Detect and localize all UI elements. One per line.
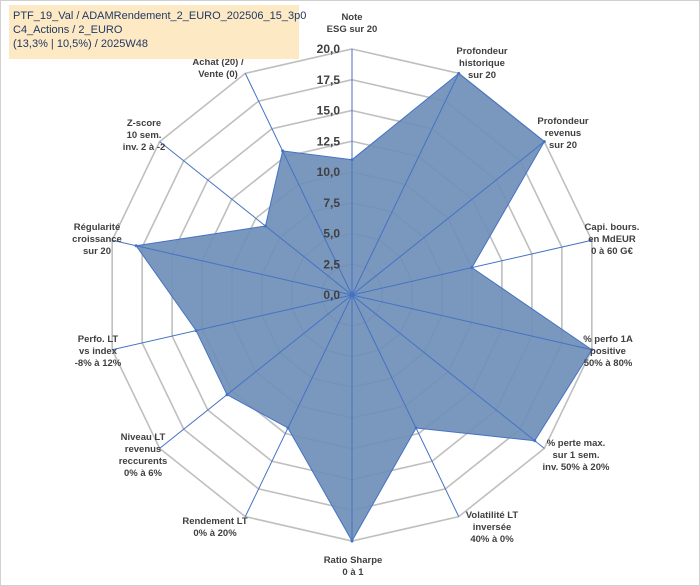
spoke-11 xyxy=(112,239,353,296)
spoke-5 xyxy=(351,294,545,449)
tick-label-2: 5,0 xyxy=(323,227,340,241)
chart-title-line-3: (13,3% | 10,5%) / 2025W48 xyxy=(13,38,148,50)
axis-label-5: % perte max. sur 1 sem. inv. 50% à 20% xyxy=(543,438,610,473)
axis-label-0: Note ESG sur 20 xyxy=(327,12,378,35)
axis-label-1: Profondeur historique sur 20 xyxy=(456,46,507,81)
axis-label-9: Niveau LT revenus reccurents 0% à 6% xyxy=(119,432,168,479)
tick-label-3: 7,5 xyxy=(323,196,340,210)
chart-title-line-1: PTF_19_Val / ADAMRendement_2_EURO_202506… xyxy=(13,10,307,22)
axis-label-11: Régularité croissance sur 20 xyxy=(72,222,122,257)
axis-label-6: Volatilité LT inversée 40% à 0% xyxy=(466,510,519,545)
axis-label-2: Profondeur revenus sur 20 xyxy=(537,116,588,151)
chart-title-line-2: C4_Actions / 2_EURO xyxy=(13,24,123,36)
spoke-13 xyxy=(244,73,353,296)
tick-label-0: 0,0 xyxy=(323,288,340,302)
spoke-4 xyxy=(351,294,592,351)
tick-label-7: 17,5 xyxy=(317,73,341,87)
axis-label-10: Perfo. LT vs index -8% à 12% xyxy=(75,334,122,369)
spoke-2 xyxy=(351,141,545,296)
tick-label-8: 20,0 xyxy=(317,42,341,56)
spoke-6 xyxy=(351,294,460,517)
spoke-8 xyxy=(244,294,353,517)
spoke-12 xyxy=(159,141,353,296)
spoke-3 xyxy=(351,239,592,296)
axis-label-7: Ratio Sharpe 0 à 1 xyxy=(324,555,383,578)
spoke-10 xyxy=(112,294,353,351)
tick-label-4: 10,0 xyxy=(317,165,341,179)
axis-label-8: Rendement LT 0% à 20% xyxy=(182,516,247,539)
axis-label-12: Z-score 10 sem. inv. 2 à -2 xyxy=(123,118,166,153)
spoke-1 xyxy=(351,73,460,296)
tick-label-1: 2,5 xyxy=(323,257,340,271)
axis-label-3: Capi. bours. en MdEUR 0 à 60 G€ xyxy=(585,222,640,257)
tick-label-5: 12,5 xyxy=(317,134,341,148)
tick-label-6: 15,0 xyxy=(317,104,341,118)
spoke-9 xyxy=(159,294,353,449)
chart-title-box: PTF_19_Val / ADAMRendement_2_EURO_202506… xyxy=(9,5,307,59)
radar-spokes xyxy=(112,49,592,541)
radar-series-area xyxy=(134,71,594,543)
radar-tick-labels: 0,0 2,5 5,0 7,5 10,0 12,5 15,0 17,5 20,0 xyxy=(317,42,341,302)
axis-label-4: % perfo 1A positive 50% à 80% xyxy=(583,334,633,369)
